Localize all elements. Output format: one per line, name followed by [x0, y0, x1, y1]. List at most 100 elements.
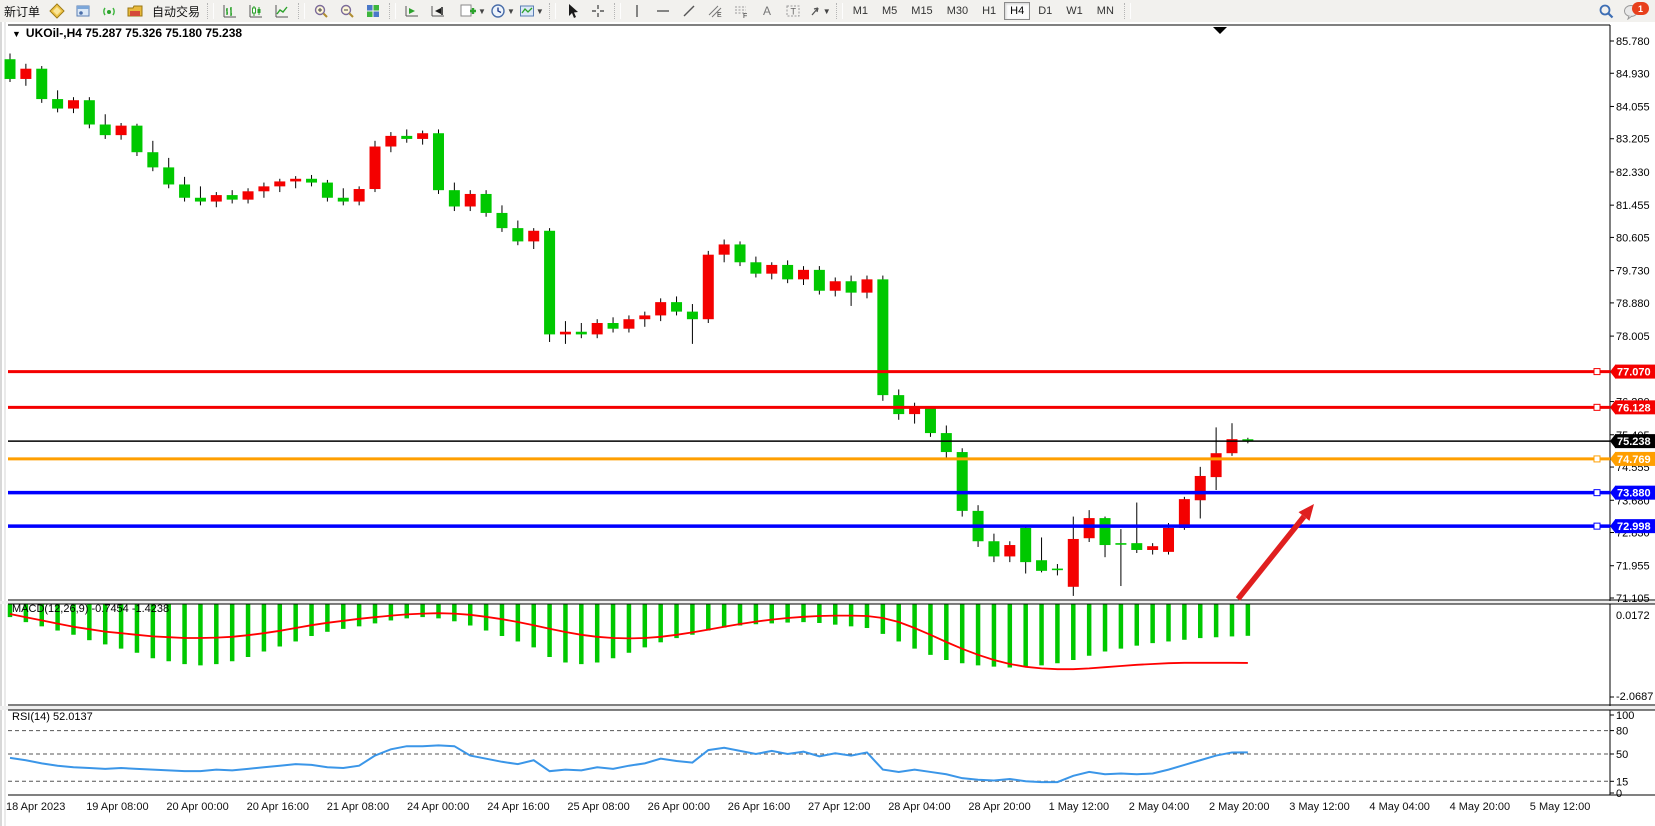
auto-trading-label[interactable]: 自动交易 [152, 4, 201, 19]
timeframe-button-mn[interactable]: MN [1096, 5, 1114, 17]
candle-body-down [432, 133, 444, 191]
candle-body-down [1099, 518, 1111, 546]
support-line-1-handle[interactable] [1593, 489, 1601, 497]
toolbar: 新订单 自动交易 [0, 0, 1655, 23]
timeframe-button-m5[interactable]: M5 [882, 5, 898, 17]
price-badge-pointer [1610, 486, 1615, 500]
time-label: 20 Apr 00:00 [166, 801, 228, 813]
text-icon[interactable]: A [754, 1, 780, 21]
candle-body-up [210, 195, 222, 202]
timeframe-button-d1[interactable]: D1 [1038, 5, 1053, 17]
zoom-out-icon[interactable] [334, 1, 360, 21]
timeframe-button-m30[interactable]: M30 [946, 5, 969, 17]
new-order-button[interactable]: 新订单 [4, 4, 41, 19]
template-icon[interactable]: ▼ [517, 1, 546, 21]
zoom-in-icon[interactable] [308, 1, 334, 21]
svg-text:A: A [763, 4, 771, 18]
candle-body-down [607, 323, 619, 329]
notification-icon[interactable]: 1 [1619, 1, 1649, 21]
time-label: 3 May 12:00 [1289, 801, 1350, 813]
price-badge-label: 74.769 [1617, 454, 1651, 466]
candle-body-up [258, 186, 270, 192]
candle-body-down [1242, 439, 1254, 442]
chart-shift-icon[interactable] [399, 1, 425, 21]
shift-marker-icon[interactable] [1213, 27, 1227, 34]
resistance-line-2-handle[interactable] [1593, 403, 1601, 411]
macd-label: MACD(12,26,9) -0.7454 -1.4238 [12, 603, 170, 615]
candle-body-up [655, 302, 667, 316]
candle-body-down [480, 193, 492, 213]
data-window-icon[interactable] [70, 1, 96, 21]
price-badge-pointer [1610, 365, 1615, 379]
candlestick-chart-icon[interactable] [243, 1, 269, 21]
timeframe-button-h1[interactable]: H1 [982, 5, 997, 17]
candle-body-up [861, 279, 873, 293]
timeframe-button-m15[interactable]: M15 [911, 5, 933, 17]
search-icon[interactable] [1593, 1, 1619, 21]
candle-body-up [67, 100, 79, 109]
timeframe-button-m1[interactable]: M1 [852, 5, 868, 17]
arrow-shapes-icon[interactable]: ▼ [806, 1, 833, 21]
autotrade-icon[interactable] [122, 1, 148, 21]
support-line-2-handle[interactable] [1593, 522, 1601, 530]
macd-signal-line [9, 612, 1248, 671]
candle-body-down [671, 302, 683, 312]
period-icon[interactable]: ▼ [488, 1, 517, 21]
time-label: 1 May 12:00 [1049, 801, 1110, 813]
candle-body-down [686, 311, 698, 320]
candle-body-down [194, 197, 206, 202]
toolbar-separator [548, 3, 556, 19]
line-chart-icon[interactable] [269, 1, 295, 21]
candle-body-down [544, 230, 556, 335]
resistance-line-1-handle[interactable] [1593, 368, 1601, 376]
candle-body-down [337, 197, 349, 202]
tile-windows-icon[interactable] [360, 1, 386, 21]
trend-arrow-head[interactable] [1298, 504, 1314, 521]
candle-body-up [417, 133, 429, 139]
bar-chart-icon[interactable] [217, 1, 243, 21]
channel-icon[interactable]: E [702, 1, 728, 21]
candle-body-up [274, 181, 286, 187]
price-badge [1615, 451, 1655, 466]
candle-body-down [734, 244, 746, 263]
chart-autoscroll-icon[interactable] [425, 1, 451, 21]
signal-icon[interactable] [96, 1, 122, 21]
rsi-axis-label: 15 [1616, 776, 1628, 788]
market-watch-icon[interactable] [44, 1, 70, 21]
candle-body-down [845, 281, 857, 293]
candle-body-down [401, 135, 413, 139]
chart-canvas[interactable]: 85.780 84.930 84.055 83.205 82.330 81.455 80.6… [0, 22, 1655, 826]
candle-body-down [512, 228, 524, 242]
panel-divider [0, 706, 1655, 710]
rsi-axis-label: 80 [1616, 726, 1628, 738]
crosshair-icon[interactable] [585, 1, 611, 21]
pivot-line-handle[interactable] [1593, 455, 1601, 463]
candle-body-down [1115, 543, 1127, 545]
chart-title-text: UKOil-,H4 75.287 75.326 75.180 75.238 [25, 26, 243, 40]
toolbar-separator [298, 3, 306, 19]
candle-body-down [321, 182, 333, 198]
collapse-icon[interactable]: ▼ [12, 29, 21, 39]
price-tick-label: 79.730 [1616, 266, 1650, 278]
candle-body-up [242, 191, 254, 200]
horizontal-line-icon[interactable] [650, 1, 676, 21]
trend-arrow-shaft[interactable] [1235, 514, 1307, 601]
fibonacci-icon[interactable]: F [728, 1, 754, 21]
candle-body-down [448, 190, 460, 207]
time-label: 24 Apr 16:00 [487, 801, 549, 813]
price-badge [1615, 364, 1655, 379]
candle-body-down [1051, 568, 1063, 571]
vertical-line-icon[interactable] [624, 1, 650, 21]
trendline-icon[interactable] [676, 1, 702, 21]
new-chart-icon[interactable]: ▼ [457, 1, 488, 21]
cursor-icon[interactable] [559, 1, 585, 21]
chart-background [0, 22, 1655, 826]
timeframe-button-h4[interactable]: H4 [1004, 2, 1031, 20]
price-tick-label: 71.955 [1616, 561, 1650, 573]
rsi-line [9, 744, 1248, 784]
text-label-icon[interactable]: T [780, 1, 806, 21]
candle-body-up [353, 189, 365, 202]
candle-body-up [1163, 527, 1175, 552]
time-label: 21 Apr 08:00 [327, 801, 389, 813]
timeframe-button-w1[interactable]: W1 [1066, 5, 1083, 17]
